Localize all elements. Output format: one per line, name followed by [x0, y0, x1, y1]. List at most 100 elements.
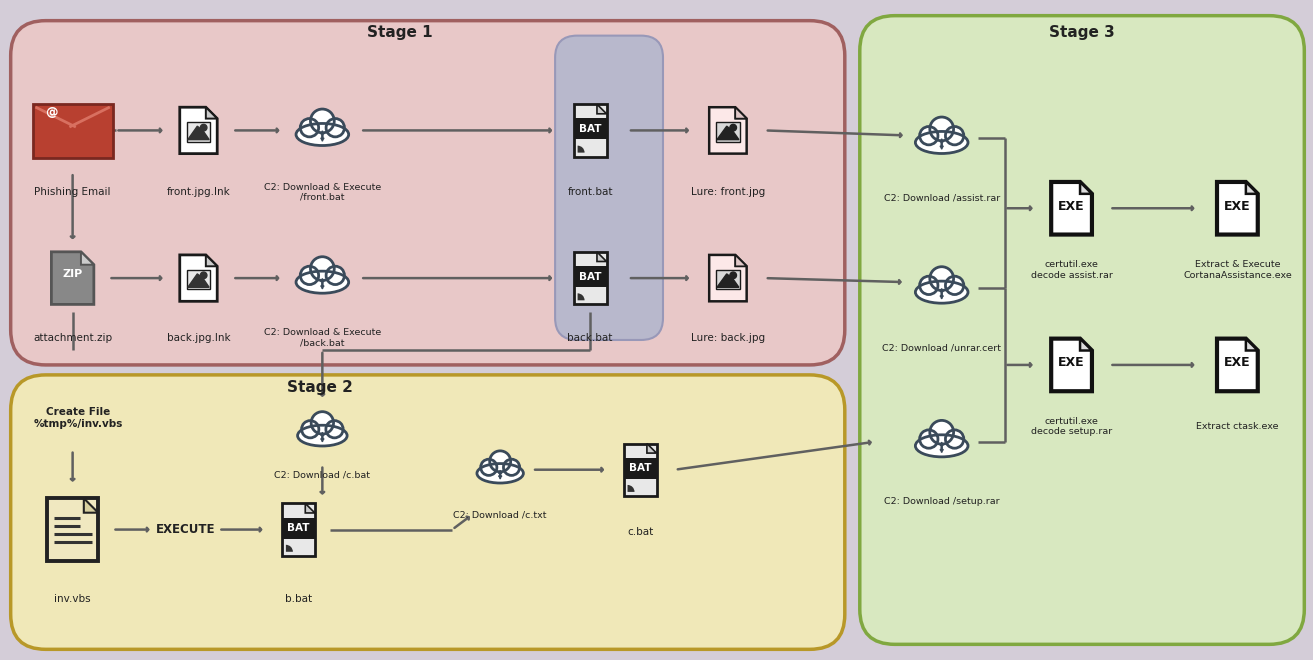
Text: C2: Download & Execute
/front.bat: C2: Download & Execute /front.bat: [264, 183, 381, 202]
Circle shape: [920, 431, 937, 447]
Polygon shape: [180, 255, 217, 302]
Polygon shape: [597, 104, 607, 114]
FancyBboxPatch shape: [574, 118, 607, 139]
Polygon shape: [735, 255, 747, 266]
FancyBboxPatch shape: [11, 20, 844, 365]
Ellipse shape: [916, 436, 968, 456]
Polygon shape: [188, 126, 209, 140]
Wedge shape: [286, 544, 293, 552]
Text: EXE: EXE: [1058, 200, 1085, 213]
Polygon shape: [735, 107, 747, 119]
Polygon shape: [206, 107, 217, 119]
FancyBboxPatch shape: [282, 517, 315, 539]
Circle shape: [730, 124, 737, 131]
Polygon shape: [81, 252, 93, 265]
Ellipse shape: [298, 426, 347, 446]
Wedge shape: [578, 293, 584, 300]
Text: Stage 2: Stage 2: [288, 380, 353, 395]
Ellipse shape: [916, 282, 968, 302]
FancyBboxPatch shape: [574, 104, 607, 156]
Text: c.bat: c.bat: [626, 527, 653, 537]
Circle shape: [301, 267, 318, 284]
Polygon shape: [709, 255, 747, 302]
Text: inv.vbs: inv.vbs: [54, 595, 91, 605]
Circle shape: [311, 258, 334, 279]
Text: front.bat: front.bat: [567, 187, 613, 197]
Text: BAT: BAT: [579, 124, 601, 134]
Polygon shape: [597, 252, 607, 261]
Circle shape: [312, 412, 332, 433]
FancyBboxPatch shape: [574, 252, 607, 304]
Polygon shape: [188, 274, 209, 287]
Text: ZIP: ZIP: [63, 269, 83, 279]
Wedge shape: [578, 146, 584, 152]
Text: back.bat: back.bat: [567, 333, 613, 343]
Circle shape: [947, 277, 962, 294]
Text: BAT: BAT: [288, 523, 310, 533]
Polygon shape: [1052, 182, 1092, 234]
Text: attachment.zip: attachment.zip: [33, 333, 112, 343]
Ellipse shape: [478, 465, 523, 482]
FancyBboxPatch shape: [624, 444, 656, 496]
Text: @: @: [46, 106, 58, 119]
Polygon shape: [735, 255, 747, 266]
Text: Stage 3: Stage 3: [1049, 25, 1115, 40]
Text: Lure: front.jpg: Lure: front.jpg: [691, 187, 765, 197]
Text: Extract & Execute
CortanaAssistance.exe: Extract & Execute CortanaAssistance.exe: [1183, 261, 1292, 280]
Bar: [186, 270, 210, 289]
Ellipse shape: [297, 272, 348, 292]
Text: C2: Download /c.txt: C2: Download /c.txt: [453, 510, 548, 519]
FancyBboxPatch shape: [624, 458, 656, 478]
Text: b.bat: b.bat: [285, 595, 312, 605]
Circle shape: [491, 451, 509, 471]
Wedge shape: [628, 485, 634, 492]
FancyBboxPatch shape: [555, 36, 663, 340]
Text: BAT: BAT: [629, 463, 651, 473]
Polygon shape: [647, 444, 656, 453]
Circle shape: [947, 431, 962, 447]
Text: C2: Download /setup.rar: C2: Download /setup.rar: [884, 497, 999, 506]
Circle shape: [302, 422, 318, 437]
Text: EXE: EXE: [1224, 200, 1251, 213]
Polygon shape: [1246, 182, 1258, 194]
FancyBboxPatch shape: [860, 16, 1304, 644]
Circle shape: [327, 119, 344, 136]
Polygon shape: [717, 126, 739, 140]
Polygon shape: [717, 274, 739, 287]
Text: EXE: EXE: [1224, 356, 1251, 370]
Ellipse shape: [297, 124, 348, 145]
Text: EXECUTE: EXECUTE: [156, 523, 215, 536]
Text: Stage 1: Stage 1: [368, 25, 433, 40]
Circle shape: [947, 127, 962, 144]
Circle shape: [920, 277, 937, 294]
Text: C2: Download /c.bat: C2: Download /c.bat: [274, 470, 370, 479]
Polygon shape: [206, 255, 217, 266]
Polygon shape: [1246, 339, 1258, 350]
Polygon shape: [1081, 339, 1092, 350]
Polygon shape: [84, 498, 98, 513]
Text: back.jpg.lnk: back.jpg.lnk: [167, 333, 230, 343]
Polygon shape: [1217, 182, 1258, 234]
Polygon shape: [1052, 339, 1092, 391]
Polygon shape: [1217, 339, 1258, 391]
Text: C2: Download /unrar.cert: C2: Download /unrar.cert: [882, 343, 1002, 352]
Circle shape: [920, 127, 937, 144]
Polygon shape: [1081, 182, 1092, 194]
FancyBboxPatch shape: [47, 498, 98, 561]
Circle shape: [482, 460, 496, 475]
Circle shape: [201, 272, 207, 279]
Circle shape: [311, 110, 334, 132]
Circle shape: [504, 460, 519, 475]
Text: Extract ctask.exe: Extract ctask.exe: [1196, 422, 1279, 431]
Text: Phishing Email: Phishing Email: [34, 187, 110, 197]
Circle shape: [931, 421, 952, 443]
Circle shape: [327, 422, 343, 437]
FancyBboxPatch shape: [282, 504, 315, 556]
Text: C2: Download /assist.rar: C2: Download /assist.rar: [884, 194, 999, 203]
Ellipse shape: [916, 132, 968, 152]
Text: C2: Download & Execute
/back.bat: C2: Download & Execute /back.bat: [264, 328, 381, 348]
Circle shape: [201, 124, 207, 131]
Polygon shape: [735, 107, 747, 119]
Text: certutil.exe
decode setup.rar: certutil.exe decode setup.rar: [1031, 417, 1112, 436]
FancyBboxPatch shape: [11, 375, 844, 649]
